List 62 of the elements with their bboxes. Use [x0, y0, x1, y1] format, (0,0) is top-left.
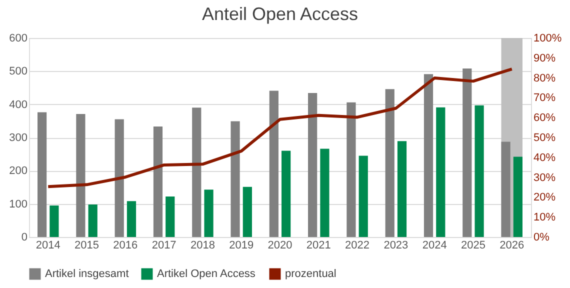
bar: [242, 186, 252, 237]
x-tick-label: 2017: [152, 240, 176, 252]
bar: [269, 90, 278, 237]
bar: [166, 196, 175, 237]
y-tick-label: 0: [21, 232, 28, 244]
bar: [397, 141, 407, 237]
bar: [153, 126, 163, 237]
y2-tick-label: 80%: [534, 72, 556, 84]
line-series: [46, 68, 514, 188]
x-tick-label: 2019: [229, 240, 254, 252]
bar: [358, 156, 368, 237]
y2-tick-label: 70%: [534, 92, 556, 104]
bar: [192, 108, 202, 237]
x-tick-label: 2025: [460, 240, 486, 252]
y-tick-label: 600: [9, 32, 28, 44]
y2-tick-label: 20%: [534, 192, 556, 204]
y-tick-label: 100: [9, 198, 28, 210]
bar: [38, 112, 47, 237]
y2-tick-label: 40%: [534, 152, 556, 164]
x-tick-label: 2018: [190, 240, 215, 252]
bar: [320, 148, 330, 237]
bar: [308, 93, 318, 237]
x-tick-label: 2021: [306, 240, 331, 252]
y-tick-label: 200: [9, 165, 28, 178]
x-tick-label: 2020: [268, 240, 292, 252]
bar: [513, 156, 522, 237]
chart-title: Anteil Open Access: [202, 4, 358, 24]
x-tick-label: 2022: [345, 240, 370, 252]
x-tick-label: 2026: [500, 240, 524, 252]
x-tick-label: 2023: [384, 240, 408, 252]
y2-tick-label: 100%: [534, 32, 562, 44]
y-tick-label: 300: [9, 132, 28, 144]
x-tick-label: 2024: [422, 240, 447, 252]
y2-tick-label: 10%: [534, 212, 556, 224]
bar: [474, 105, 484, 237]
x-tick-label: 2014: [36, 240, 60, 252]
y2-tick-label: 90%: [534, 52, 556, 64]
bar: [424, 74, 434, 237]
bar: [88, 204, 98, 237]
y2-tick-label: 50%: [534, 132, 556, 144]
y2-tick-label: 0%: [534, 232, 550, 244]
bar: [204, 190, 214, 237]
bar: [462, 68, 472, 237]
bar: [76, 114, 86, 237]
y2-tick-label: 30%: [534, 172, 556, 184]
bar: [501, 142, 510, 237]
y-tick-label: 500: [9, 66, 28, 78]
x-tick-label: 2016: [113, 240, 138, 252]
bar: [126, 201, 136, 237]
bar: [230, 121, 240, 237]
bar: [346, 102, 356, 237]
bar: [436, 107, 446, 237]
y-tick-label: 400: [9, 98, 28, 111]
bar: [282, 150, 291, 237]
legend-label: Artikel Open Access: [157, 268, 256, 280]
legend-label: Artikel insgesamt: [45, 268, 129, 280]
legend-label: prozentual: [285, 268, 336, 280]
bar: [385, 89, 394, 237]
bar: [114, 119, 124, 237]
x-tick-label: 2015: [74, 240, 100, 252]
y2-tick-label: 60%: [534, 112, 556, 124]
bar: [50, 205, 59, 237]
